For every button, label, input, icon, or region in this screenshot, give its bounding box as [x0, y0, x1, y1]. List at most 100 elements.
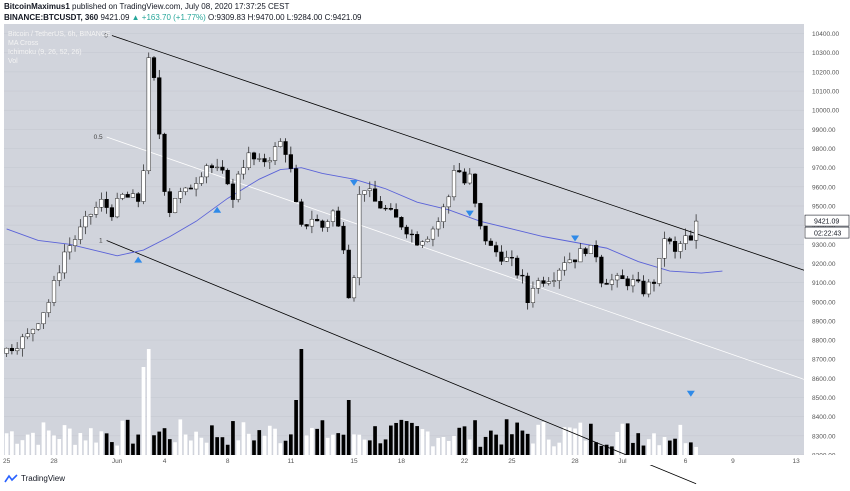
series-title[interactable]: Bitcoin / TetherUS, 6h, BINANCE	[8, 31, 111, 38]
candle	[636, 279, 641, 282]
candle	[462, 171, 467, 184]
candle	[104, 199, 109, 208]
volume-bar	[420, 429, 425, 455]
volume-bar	[373, 426, 377, 455]
signal-marker[interactable]	[465, 210, 474, 217]
volume-bar	[531, 443, 535, 455]
signal-marker[interactable]	[134, 256, 143, 263]
volume-bar	[225, 444, 230, 455]
candle	[209, 165, 214, 169]
indicator-ichimoku[interactable]: Ichimoku (9, 26, 52, 26)	[8, 49, 82, 56]
volume-bar	[604, 444, 609, 455]
candle	[25, 333, 30, 338]
volume-bar	[525, 433, 530, 455]
y-tick-label: 8600.00	[812, 376, 836, 383]
candle	[683, 235, 688, 244]
candle	[257, 158, 262, 160]
volume-bar	[473, 420, 477, 455]
signal-marker[interactable]	[350, 179, 358, 186]
y-tick-label: 9500.00	[812, 203, 836, 210]
ohlc-values: O:9309.83 H:9470.00 L:9284.00 C:9421.09	[208, 13, 362, 22]
indicator-volume[interactable]: Vol	[8, 58, 18, 65]
candle	[525, 275, 530, 303]
indicator-ma-cross[interactable]: MA Cross	[8, 40, 39, 47]
candles	[4, 52, 699, 357]
y-tick-label: 10100.00	[812, 89, 839, 96]
volume-bar	[378, 443, 383, 455]
time-axis-bg	[0, 455, 850, 465]
y-tick-label: 10000.00	[812, 108, 839, 115]
channel-bottom-line[interactable]	[106, 240, 697, 485]
tradingview-logo[interactable]: TradingView	[4, 474, 65, 483]
volume-bar	[589, 423, 593, 455]
volume-bar	[673, 438, 677, 455]
fib-label: 1	[99, 237, 103, 244]
candle	[625, 278, 630, 287]
volume-bar	[304, 435, 309, 455]
candle	[557, 269, 562, 281]
candle	[51, 280, 57, 303]
y-tick-label: 8800.00	[812, 338, 836, 345]
candle	[272, 146, 278, 161]
volume-bar	[367, 440, 372, 455]
symbol-line: BINANCE:BTCUSDT, 360 9421.09 ▲ +163.70 (…	[4, 13, 362, 22]
signal-marker[interactable]	[686, 390, 695, 397]
volume-bar	[594, 442, 598, 455]
y-tick-label: 10300.00	[812, 50, 839, 57]
candle	[688, 235, 693, 241]
candle	[299, 201, 304, 225]
volume-bar	[483, 436, 488, 455]
volume-bar	[452, 435, 456, 455]
candle	[125, 194, 130, 198]
candle	[457, 170, 462, 173]
signal-marker[interactable]	[213, 206, 222, 213]
candle	[78, 226, 83, 240]
volume-bar	[10, 431, 14, 455]
candle	[609, 279, 614, 285]
ma-line[interactable]	[6, 167, 723, 274]
price-axis[interactable]: 10400.00 10300.00 10200.00 10100.00 10000.00…	[804, 24, 850, 460]
candle	[141, 170, 146, 202]
volume-bar	[310, 427, 314, 455]
candle	[215, 166, 220, 169]
signal-marker[interactable]	[571, 235, 580, 242]
volume-bar	[178, 419, 183, 455]
candle	[151, 57, 157, 78]
volume-bar	[183, 434, 188, 455]
volume-bar	[552, 446, 556, 455]
candle	[109, 207, 114, 218]
time-axis[interactable]: 25 28 Jun 4 8 11 15 18 22 25 28 Jul 6 9 13	[0, 455, 850, 465]
volume-bar	[404, 421, 409, 455]
volume-bar	[678, 424, 683, 455]
candle	[420, 241, 425, 246]
x-tick-label: 28	[571, 458, 579, 465]
y-tick-label: 9100.00	[812, 280, 836, 287]
volume-bar	[283, 440, 288, 455]
volume-bar	[520, 430, 525, 455]
volume-bar	[541, 421, 546, 455]
candle	[515, 257, 520, 276]
candle	[499, 251, 504, 262]
volume-bar	[573, 428, 577, 455]
volume-bar	[625, 423, 630, 455]
candle	[378, 201, 383, 209]
volume-bar	[104, 433, 109, 455]
volume-bar	[57, 439, 62, 455]
candle	[36, 323, 41, 330]
y-tick-label: 9300.00	[812, 242, 836, 249]
candle	[288, 154, 293, 169]
symbol-name[interactable]: BINANCE:BTCUSDT, 360	[4, 13, 99, 22]
y-tick-label: 10200.00	[812, 69, 839, 76]
channel-mid-line[interactable]	[106, 136, 807, 381]
candle	[46, 302, 51, 313]
volume-bar	[631, 442, 635, 455]
publisher-name[interactable]: BitcoinMaximus1	[4, 2, 70, 11]
candle	[430, 228, 436, 240]
volume-bar	[683, 443, 688, 455]
candle	[136, 193, 141, 202]
candle	[267, 160, 272, 163]
candle	[341, 225, 346, 251]
y-tick-label: 8700.00	[812, 357, 836, 364]
candle	[362, 190, 367, 195]
